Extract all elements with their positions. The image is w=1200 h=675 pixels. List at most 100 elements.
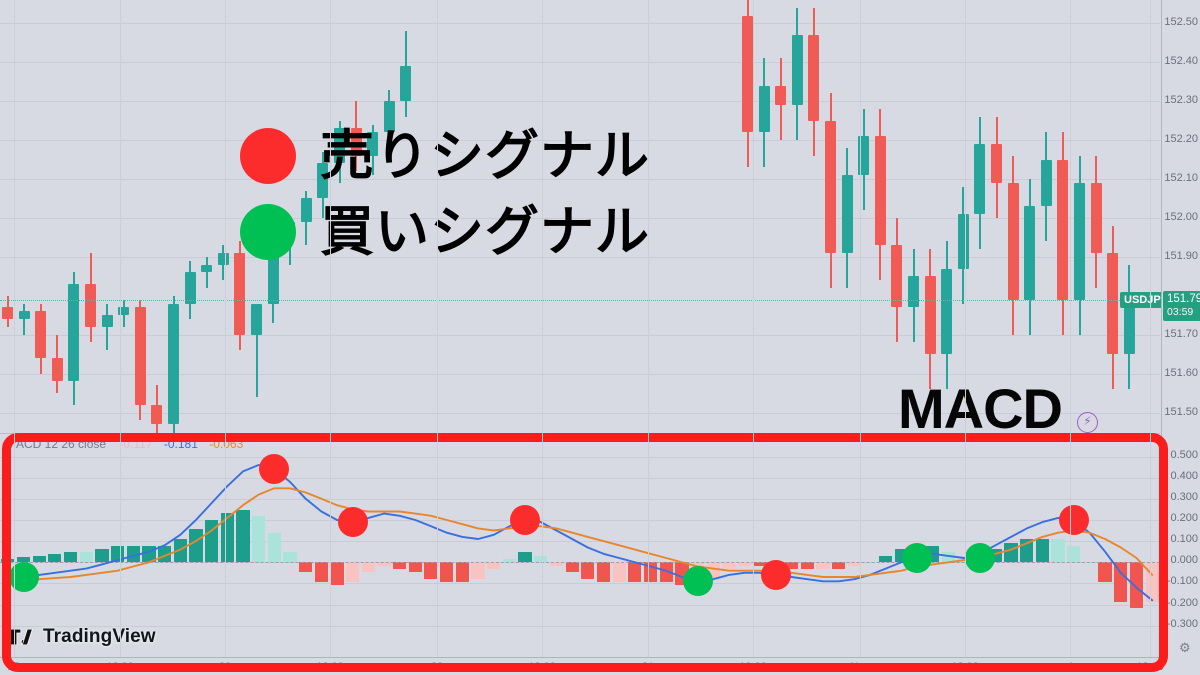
- symbol-badge: USDJPY: [1120, 291, 1173, 308]
- candlestick: [775, 0, 787, 432]
- gridline: [0, 62, 1160, 64]
- candle-body: [957, 214, 969, 269]
- candlestick: [874, 0, 886, 432]
- gridline: [0, 625, 1160, 627]
- candlestick: [18, 0, 30, 432]
- candle-body: [742, 15, 753, 133]
- macd-histogram-bar: [267, 532, 281, 563]
- tradingview-mark-icon: [10, 629, 33, 645]
- candle-body: [350, 128, 362, 156]
- macd-histogram-bar: [847, 562, 861, 566]
- candlestick: [924, 0, 936, 432]
- price-axis-label: 151.60: [1164, 366, 1198, 379]
- price-axis-label: 152.40: [1164, 55, 1198, 68]
- gridline: [0, 541, 1160, 543]
- candle-body: [1057, 159, 1069, 300]
- macd-histogram-bar: [879, 555, 893, 563]
- macd-histogram-bar: [330, 562, 344, 586]
- gear-icon[interactable]: ⚙: [1179, 640, 1191, 655]
- candle-body: [400, 66, 412, 102]
- time-scale-axis[interactable]: 28 12:00 29 12:00 30 12:00 31 12:00 Nov 12:00 4 12:…: [0, 657, 1164, 675]
- vertical-gridline: [1070, 0, 1071, 657]
- candle-body: [808, 35, 820, 121]
- macd-axis-label: -0.100: [1166, 575, 1198, 588]
- candle-body: [874, 136, 886, 246]
- candlestick: [858, 0, 870, 432]
- candlestick: [68, 0, 80, 432]
- sell-signal-marker: [337, 507, 368, 538]
- candlestick: [1024, 0, 1036, 432]
- signal-legend-overlay: 売りシグナル 買いシグナル: [240, 128, 650, 260]
- candlestick: [791, 0, 803, 432]
- legend-item-buy: 買いシグナル: [240, 204, 650, 260]
- vertical-gridline: [120, 0, 121, 657]
- price-chart-panel[interactable]: USDJPY: [0, 0, 1173, 444]
- macd-histogram-bar: [377, 562, 391, 566]
- tradingview-logo: TradingView: [10, 626, 156, 648]
- tradingview-wordmark: TradingView: [43, 626, 156, 647]
- gridline: [0, 604, 1160, 606]
- macd-histogram-bar: [784, 562, 799, 569]
- macd-histogram-bar: [173, 539, 187, 563]
- buy-signal-marker: [682, 566, 713, 597]
- time-axis-label: 29: [218, 661, 232, 673]
- gridline: [0, 519, 1160, 521]
- candle-body: [134, 307, 146, 405]
- gridline: [0, 256, 1160, 258]
- vertical-gridline: [860, 0, 861, 657]
- candlestick: [1074, 0, 1085, 432]
- macd-axis-label: 0.300: [1170, 490, 1198, 503]
- candlestick: [891, 0, 903, 432]
- time-axis-label: 28: [7, 661, 21, 673]
- vertical-gridline: [1150, 0, 1151, 657]
- vertical-gridline: [648, 0, 649, 657]
- candle-body: [151, 404, 163, 425]
- candle-body: [51, 358, 63, 382]
- lightning-bolt-icon: ⚡: [1077, 412, 1098, 433]
- legend-label-sell: 売りシグナル: [320, 124, 650, 187]
- macd-histogram-bar: [48, 554, 62, 563]
- last-price-line: [0, 299, 1160, 301]
- candle-body: [267, 237, 279, 304]
- macd-histogram-bar: [487, 562, 501, 569]
- macd-histogram-bar: [126, 545, 140, 563]
- gridline: [0, 498, 1160, 500]
- candle-body: [251, 303, 262, 335]
- macd-histogram-bar: [581, 562, 595, 579]
- candlestick: [118, 0, 130, 432]
- macd-histogram-bar: [283, 552, 297, 563]
- macd-indicator-panel[interactable]: MACD 12 26 close -0.117 -0.181 -0.063: [0, 433, 1160, 646]
- macd-histogram-bar: [800, 562, 814, 569]
- time-axis-label: 12:00: [739, 661, 767, 673]
- candlestick: [1040, 0, 1052, 432]
- vertical-gridline: [225, 0, 226, 657]
- candlestick: [134, 0, 146, 432]
- candlestick: [808, 0, 820, 432]
- macd-histogram-bar: [189, 529, 203, 563]
- macd-line-series: [6, 464, 1154, 602]
- candle-body: [234, 252, 246, 335]
- macd-histogram-bar: [832, 562, 846, 569]
- gridline: [0, 23, 1160, 25]
- price-axis-label: 152.30: [1164, 94, 1198, 107]
- candlestick: [234, 0, 246, 432]
- macd-axis-label: 0.200: [1170, 511, 1198, 524]
- candlestick: [251, 0, 262, 432]
- candlestick: [908, 0, 919, 432]
- candlestick: [957, 0, 969, 432]
- macd-histogram-bar: [424, 562, 438, 579]
- macd-histogram-bar: [502, 558, 517, 563]
- candle-body: [825, 120, 836, 253]
- vertical-gridline: [330, 0, 331, 657]
- macd-histogram-bar: [1051, 539, 1065, 563]
- price-scale-axis[interactable]: 152.50 152.40 152.30 152.20 152.10 152.00 151.…: [1161, 0, 1200, 657]
- candle-body: [68, 284, 80, 382]
- candlestick: [317, 0, 329, 432]
- vertical-gridline: [14, 0, 15, 657]
- candlestick: [974, 0, 986, 432]
- candlestick: [991, 0, 1002, 432]
- candle-wick: [205, 256, 208, 288]
- sell-signal-marker: [510, 505, 541, 535]
- time-axis-label: 12:00: [106, 661, 134, 673]
